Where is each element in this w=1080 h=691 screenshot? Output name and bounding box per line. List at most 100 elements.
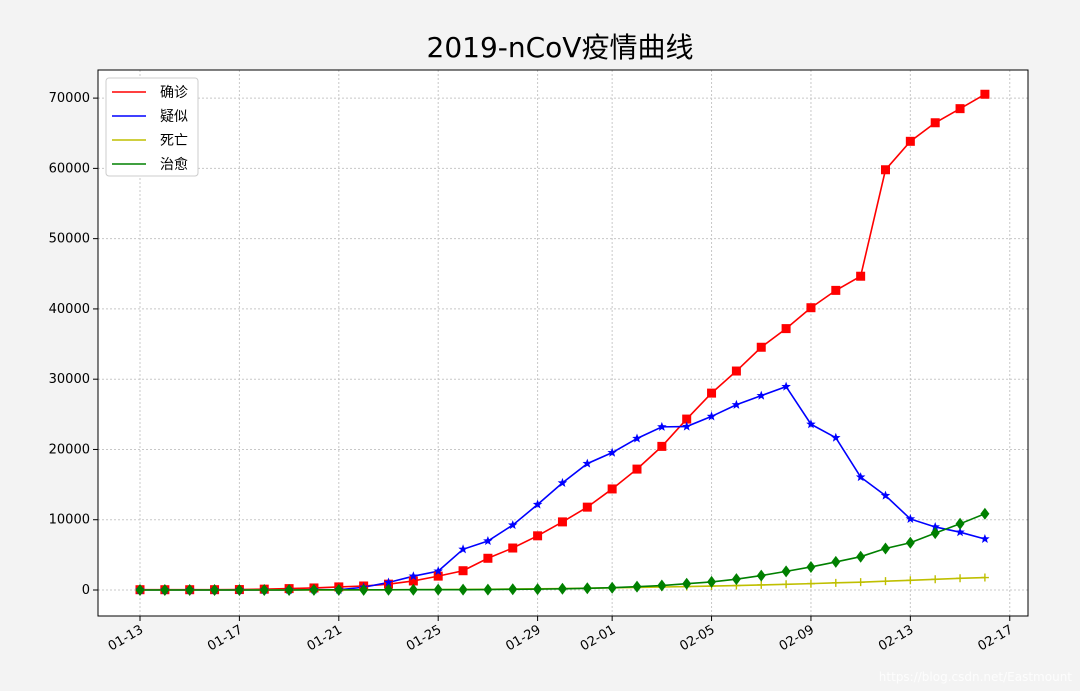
- data-point-3: [955, 517, 965, 530]
- data-point-2: [831, 578, 840, 587]
- data-point-3: [756, 569, 766, 582]
- x-tick-label: 02-17: [976, 622, 1016, 654]
- data-point-2: [980, 573, 989, 582]
- plot-frame: [97, 69, 1029, 617]
- data-point-3: [905, 536, 915, 549]
- y-tick-label: 0: [82, 583, 90, 598]
- data-point-2: [906, 576, 915, 585]
- data-point-1: [855, 472, 866, 482]
- data-point-3: [930, 527, 940, 540]
- data-point-3: [806, 560, 816, 573]
- plot-background: [98, 70, 1028, 616]
- x-tick-label: 01-17: [205, 622, 245, 654]
- data-point-3: [508, 583, 518, 596]
- data-point-0: [955, 104, 965, 114]
- data-point-0: [408, 576, 418, 586]
- data-point-3: [980, 507, 990, 520]
- data-point-2: [757, 580, 766, 589]
- data-point-0: [980, 89, 990, 99]
- data-point-0: [607, 484, 617, 494]
- legend-box: [105, 77, 199, 177]
- y-axis: 0 10000 20000 30000 40000 50000 60000 70000: [49, 91, 98, 598]
- data-point-1: [383, 577, 394, 587]
- data-point-2: [956, 574, 965, 583]
- data-point-3: [185, 584, 195, 596]
- data-point-1: [756, 390, 767, 400]
- x-tick-label: 01-25: [404, 622, 444, 654]
- data-point-1: [681, 421, 692, 431]
- y-tick-label: 20000: [49, 442, 90, 457]
- x-tick-label: 02-05: [677, 622, 717, 654]
- data-point-3: [707, 575, 717, 588]
- data-point-1: [781, 381, 791, 391]
- data-point-1: [930, 521, 940, 532]
- data-point-0: [433, 571, 443, 581]
- data-point-3: [284, 584, 294, 596]
- data-point-2: [806, 579, 815, 588]
- data-point-0: [731, 366, 741, 376]
- data-point-2: [881, 577, 890, 586]
- data-point-0: [707, 388, 717, 398]
- data-point-0: [557, 517, 567, 527]
- data-point-3: [483, 583, 493, 596]
- data-point-1: [955, 527, 965, 537]
- data-point-0: [533, 531, 543, 541]
- data-point-1: [582, 458, 593, 468]
- data-point-1: [607, 447, 617, 457]
- data-point-3: [632, 580, 642, 593]
- data-point-2: [931, 575, 940, 584]
- data-point-3: [458, 583, 468, 596]
- data-point-3: [359, 583, 369, 596]
- data-point-3: [408, 583, 418, 596]
- data-point-0: [856, 271, 866, 281]
- x-tick-label: 01-29: [503, 622, 543, 654]
- data-point-0: [806, 303, 816, 313]
- data-point-3: [210, 584, 220, 596]
- x-axis: 01-13 01-17 01-21 01-25 01-29 02-01 02-05 02-09…: [106, 616, 1016, 654]
- data-point-0: [508, 543, 518, 553]
- data-point-0: [756, 342, 766, 352]
- data-point-1: [731, 399, 742, 409]
- y-tick-label: 30000: [49, 372, 90, 387]
- data-point-1: [657, 421, 667, 431]
- data-point-3: [160, 584, 170, 596]
- x-tick-label: 02-01: [578, 622, 618, 654]
- data-point-1: [632, 433, 642, 443]
- data-point-3: [682, 577, 692, 590]
- data-point-3: [582, 582, 592, 595]
- data-point-0: [930, 118, 940, 128]
- legend-entry: 治愈: [160, 157, 188, 173]
- data-point-0: [881, 165, 890, 175]
- data-point-0: [831, 285, 841, 295]
- y-tick-label: 10000: [49, 513, 90, 528]
- data-point-3: [533, 583, 543, 596]
- data-point-2: [782, 580, 791, 589]
- data-point-1: [557, 477, 568, 487]
- legend-entry: 疑似: [160, 109, 188, 125]
- data-point-2: [856, 578, 865, 587]
- data-point-1: [905, 513, 916, 524]
- chart-title: 2019-nCoV疫情曲线: [427, 31, 694, 64]
- grid: [98, 70, 1028, 616]
- data-point-1: [458, 544, 468, 554]
- data-point-3: [234, 584, 244, 596]
- data-point-1: [806, 419, 816, 429]
- data-point-0: [657, 441, 667, 451]
- data-point-3: [607, 581, 617, 594]
- data-point-3: [259, 584, 269, 596]
- y-tick-label: 50000: [49, 232, 90, 247]
- y-tick-label: 60000: [49, 161, 90, 176]
- data-point-0: [682, 414, 692, 424]
- data-point-3: [309, 583, 319, 596]
- data-point-3: [135, 584, 145, 596]
- data-point-1: [532, 499, 543, 509]
- x-tick-label: 01-21: [305, 622, 345, 654]
- data-point-3: [831, 555, 841, 568]
- data-point-3: [557, 582, 567, 595]
- legend-entry: 确诊: [160, 85, 188, 101]
- y-tick-label: 70000: [49, 91, 90, 106]
- data-point-1: [880, 490, 891, 500]
- legend-entry: 死亡: [160, 133, 188, 149]
